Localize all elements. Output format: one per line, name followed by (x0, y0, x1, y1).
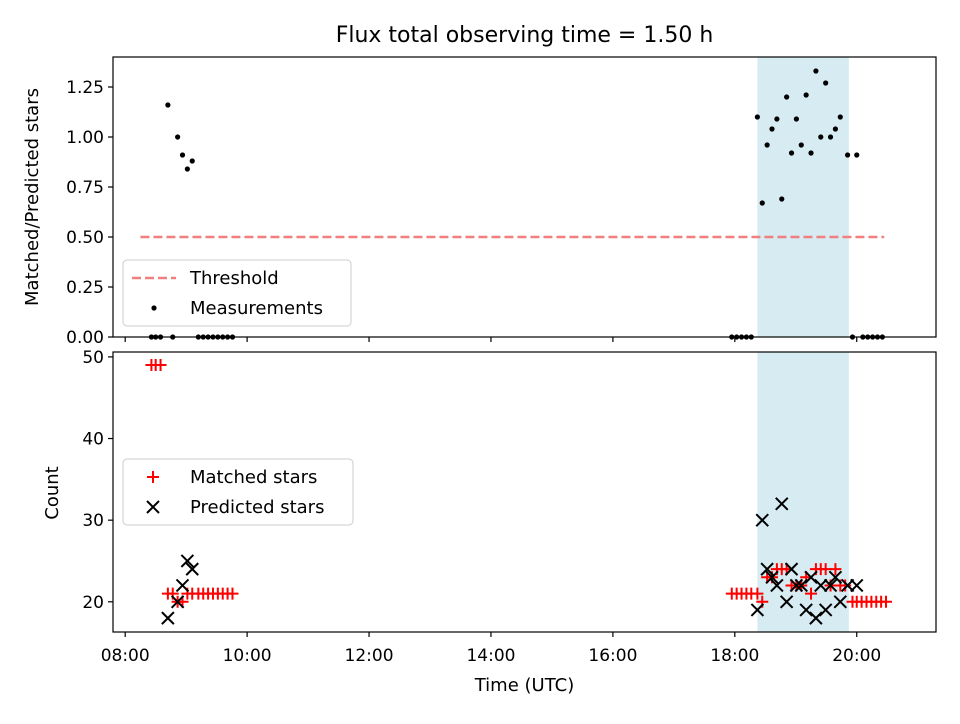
predicted-stars-point (804, 570, 818, 585)
predicted-stars-point (770, 578, 784, 593)
top-legend-label: Threshold (189, 268, 279, 289)
predicted-stars-point (809, 611, 823, 625)
measurement-point (175, 134, 181, 140)
measurement-point (779, 196, 785, 202)
bottom-legend-label: Predicted stars (190, 497, 324, 518)
measurement-point (754, 114, 760, 120)
predicted-stars-point (180, 554, 195, 568)
top-y-tick-label: 0.25 (66, 278, 104, 298)
measurement-point (813, 68, 819, 74)
measurement-point (764, 142, 770, 148)
bottom-legend: Matched stars Predicted stars (122, 458, 354, 526)
legend-matched-swatch (147, 471, 159, 483)
measurement-point (798, 142, 804, 148)
chart-title: Flux total observing time = 1.50 h (336, 23, 714, 48)
measurement-point (818, 134, 824, 140)
measurement-point (759, 200, 765, 206)
measurement-point (165, 102, 171, 108)
top-panel: 0.00 0.25 0.50 0.75 1.00 1.25 Threshold Measure… (66, 56, 937, 348)
x-tick-label: 14:00 (466, 646, 515, 666)
predicted-stars-point (775, 497, 789, 511)
top-legend-box (122, 259, 352, 327)
bottom-series-predicted-stars (161, 497, 864, 625)
predicted-stars-point (789, 578, 804, 593)
measurement-point (793, 116, 799, 122)
measurement-point (832, 126, 839, 132)
top-y-tick-label: 0.50 (66, 228, 104, 248)
bottom-legend-box (122, 458, 354, 526)
bottom-y-tick-label: 30 (82, 511, 104, 531)
measurement-point (784, 94, 790, 100)
measurement-point (769, 126, 775, 132)
top-y-axis-label: Matched/Predicted stars (22, 88, 43, 306)
x-tick-label: 18:00 (710, 646, 759, 666)
predicted-stars-point (161, 611, 175, 625)
bottom-panel: 20 30 40 50 08:00 10:00 12:00 14:00 16:00 18:00 20… (82, 348, 937, 666)
bottom-y-tick-label: 40 (82, 430, 104, 450)
matched-stars-point (226, 587, 239, 600)
bottom-y-tick-label: 50 (82, 348, 104, 368)
measurement-point (803, 92, 809, 98)
predicted-stars-point (175, 578, 190, 593)
predicted-stars-point (784, 562, 799, 576)
predicted-stars-point (760, 562, 774, 576)
measurement-point (823, 80, 829, 86)
predicted-stars-point (750, 603, 765, 617)
predicted-stars-point (818, 603, 833, 617)
top-y-tick-label: 0.00 (66, 328, 104, 348)
bottom-legend-label: Matched stars (190, 467, 317, 488)
x-tick-label: 12:00 (345, 646, 394, 666)
matched-stars-point (805, 587, 818, 600)
predicted-stars-point (765, 570, 779, 585)
predicted-stars-point (185, 562, 199, 576)
predicted-stars-point (799, 603, 813, 617)
legend-measurements-swatch (151, 305, 157, 311)
top-observing-window (757, 57, 849, 337)
measurement-point (184, 166, 190, 172)
predicted-stars-point (814, 578, 828, 593)
predicted-stars-point (170, 595, 185, 609)
measurement-point (808, 150, 814, 156)
top-axes-frame (112, 56, 937, 338)
matched-stars-point (751, 587, 764, 600)
measurement-point (837, 114, 843, 120)
top-legend: Threshold Measurements (122, 259, 352, 327)
measurement-point (774, 116, 780, 122)
measurement-point (179, 152, 186, 158)
predicted-stars-point (833, 595, 847, 609)
predicted-stars-point (823, 578, 838, 593)
measurement-point (827, 134, 834, 140)
measurement-point (189, 158, 195, 164)
matched-stars-point (880, 595, 893, 608)
predicted-stars-point (850, 578, 864, 593)
legend-predicted-swatch (146, 500, 160, 514)
predicted-stars-point (794, 578, 808, 593)
x-tick-label: 16:00 (588, 646, 637, 666)
matched-stars-point (154, 359, 167, 372)
x-tick-label: 08:00 (101, 646, 150, 666)
predicted-stars-point (755, 513, 769, 527)
bottom-y-tick-label: 20 (82, 593, 104, 613)
matched-stars-point (829, 563, 842, 576)
bottom-y-axis-label: Count (42, 466, 63, 519)
measurement-point (845, 152, 851, 158)
measurement-point (788, 150, 795, 156)
bottom-axes-frame (112, 351, 937, 633)
x-tick-label: 20:00 (832, 646, 881, 666)
top-y-tick-label: 0.75 (66, 178, 104, 198)
predicted-stars-point (828, 570, 843, 585)
matched-stars-point (839, 579, 852, 592)
predicted-stars-point (779, 595, 794, 609)
x-tick-label: 10:00 (223, 646, 272, 666)
measurement-point (854, 152, 860, 158)
x-axis-label: Time (UTC) (474, 675, 575, 696)
top-legend-label: Measurements (190, 298, 323, 319)
top-y-tick-label: 1.25 (66, 78, 104, 98)
top-y-tick-label: 1.00 (66, 128, 104, 148)
